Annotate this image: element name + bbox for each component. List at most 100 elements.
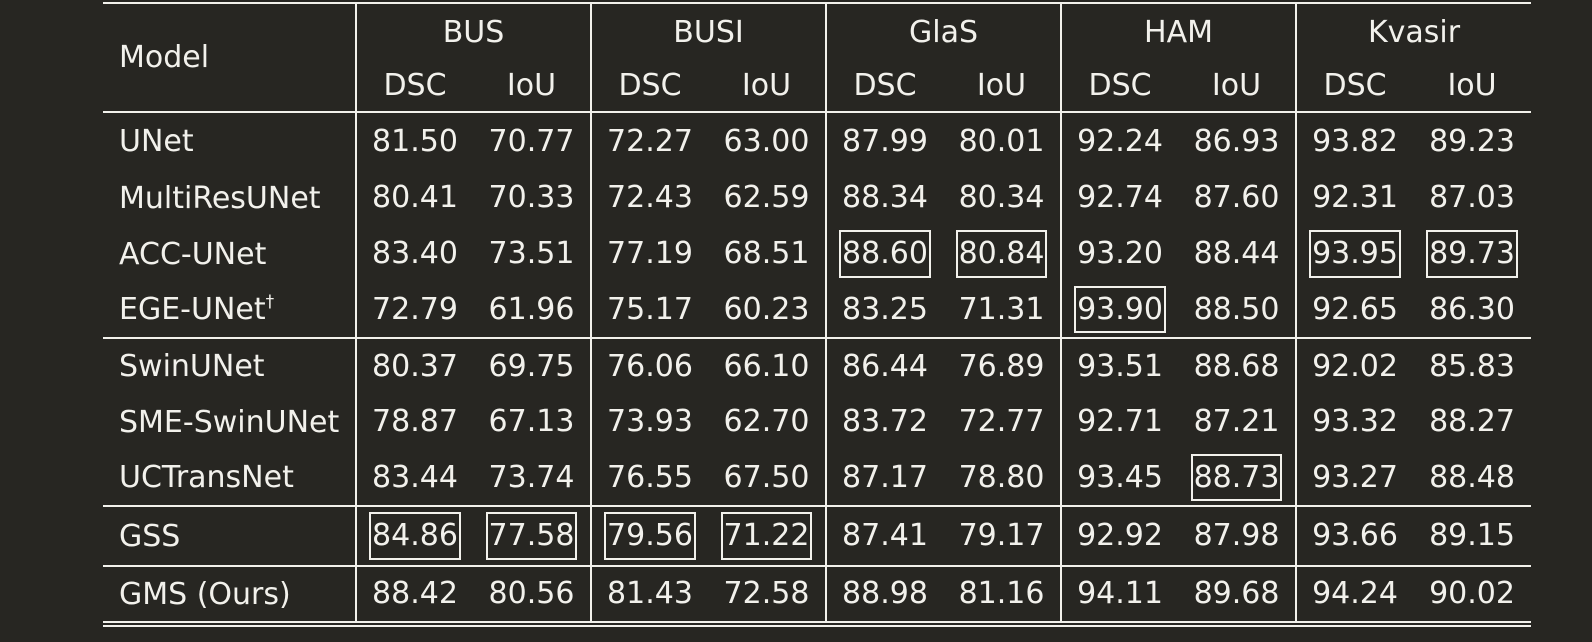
score-cell: 80.84 [943,226,1061,282]
score-cell: 83.40 [355,226,473,282]
score: 93.32 [1312,404,1398,440]
header-row-metrics: DSC IoU DSC IoU DSC IoU DSC IoU DSC IoU [103,60,1532,113]
score-cell: 93.27 [1295,450,1414,506]
score-cell: 71.22 [708,505,826,566]
score-cell: 81.16 [943,565,1062,627]
score: 92.02 [1312,348,1398,384]
score: 87.98 [1193,518,1280,554]
score-cell: 62.70 [708,394,826,450]
score-cell: 87.17 [825,450,943,506]
score: 67.50 [723,459,810,495]
score: 81.50 [372,123,458,159]
score: 80.41 [372,180,458,216]
score-cell: 85.83 [1413,337,1532,394]
score: 70.77 [488,123,575,159]
score-cell: 89.73 [1413,226,1531,282]
model-name-cell: SME-SwinUNet [103,394,356,450]
score-cell: 71.31 [943,282,1061,338]
score: 62.70 [723,404,810,440]
score-cell: 92.65 [1295,282,1414,338]
score-cell: 73.51 [473,226,591,282]
score-cell: 89.68 [1178,565,1297,627]
score-cell: 67.50 [708,450,826,506]
model-name: ACC-UNet [119,236,267,272]
score-cell: 72.77 [943,394,1061,450]
model-name-cell: UCTransNet [103,450,356,506]
boxed-score: 89.73 [1426,230,1518,278]
dataset-header-glas: GlaS [824,2,1062,60]
score: 76.06 [607,348,693,384]
score-cell: 87.60 [1178,170,1296,226]
table-row: SwinUNet 80.37 69.75 76.06 66.10 86.44 76.89 93… [103,337,1532,394]
score-cell: 80.41 [355,170,473,226]
score-cell: 62.59 [708,170,826,226]
score: 67.13 [488,404,575,440]
score: 78.87 [372,404,458,440]
score: 85.83 [1429,348,1515,384]
score: 83.40 [372,236,458,272]
boxed-score: 79.56 [604,512,696,560]
score-cell: 88.34 [825,170,943,226]
score: 61.96 [488,291,575,327]
boxed-score: 77.58 [485,512,578,560]
model-name-cell: MultiResUNet [103,170,356,226]
score-cell: 87.41 [825,505,943,566]
table-body: UNet 81.50 70.77 72.27 63.00 87.99 80.01 92.24 8… [103,112,1532,627]
score: 93.82 [1312,123,1398,159]
score: 80.34 [958,180,1045,216]
score-cell: 63.00 [708,112,826,170]
score: 81.16 [958,576,1045,612]
score: 94.11 [1077,576,1163,612]
score-cell: 72.79 [355,282,473,338]
score-cell: 78.87 [355,394,473,450]
score: 79.17 [958,518,1045,554]
table-row: EGE-UNet† 72.79 61.96 75.17 60.23 83.25 71.31 9… [103,282,1531,338]
score-cell: 86.30 [1413,282,1531,338]
score: 77.19 [607,236,693,272]
model-name-cell: ACC-UNet [103,226,356,282]
dataset-header-bus: BUS [355,2,591,60]
score: 68.51 [723,236,810,272]
score: 88.50 [1193,291,1280,327]
score: 93.51 [1077,348,1163,384]
score-cell: 93.95 [1295,226,1414,282]
score-cell: 83.44 [355,450,473,506]
boxed-score: 93.90 [1074,285,1166,334]
score-cell: 83.25 [825,282,943,338]
boxed-score: 93.95 [1309,230,1401,278]
metric-header-iou: IoU [943,60,1062,113]
score: 76.89 [958,348,1045,384]
score-cell: 83.72 [825,394,943,450]
table-row: SME-SwinUNet 78.87 67.13 73.93 62.70 83.72 72.… [103,394,1531,450]
score-cell: 87.98 [1178,505,1297,566]
score-cell: 81.50 [355,112,473,170]
boxed-score: 80.84 [955,230,1048,278]
table-row: GMS (Ours) 88.42 80.56 81.43 72.58 88.98 81.16… [103,565,1532,627]
score-cell: 88.42 [355,565,473,627]
score-cell: 88.27 [1413,394,1531,450]
model-name: MultiResUNet [119,180,321,216]
metric-header-dsc: DSC [355,60,473,113]
score: 83.72 [842,404,928,440]
score-cell: 76.55 [590,450,708,506]
model-name: UCTransNet [119,460,294,495]
score: 94.24 [1312,576,1398,612]
score: 90.02 [1429,576,1515,612]
score: 78.80 [958,459,1045,495]
dataset-header-busi: BUSI [590,2,826,60]
score-cell: 80.37 [355,337,473,394]
table-row: GSS 84.86 77.58 79.56 71.22 87.41 79.17 92.92 87… [103,505,1532,566]
score: 87.60 [1193,180,1280,216]
score: 93.66 [1312,518,1398,554]
score-cell: 87.03 [1413,170,1531,226]
score-cell: 72.43 [590,170,708,226]
boxed-score: 84.86 [369,512,461,560]
score-cell: 66.10 [708,337,826,394]
model-name: GSS [119,518,181,554]
score-cell: 93.90 [1060,282,1179,338]
model-name-cell: GMS (Ours) [103,565,356,627]
score-cell: 93.45 [1060,450,1179,506]
score: 92.31 [1312,180,1398,216]
score-cell: 72.27 [590,112,708,170]
score-cell: 89.23 [1413,112,1531,170]
